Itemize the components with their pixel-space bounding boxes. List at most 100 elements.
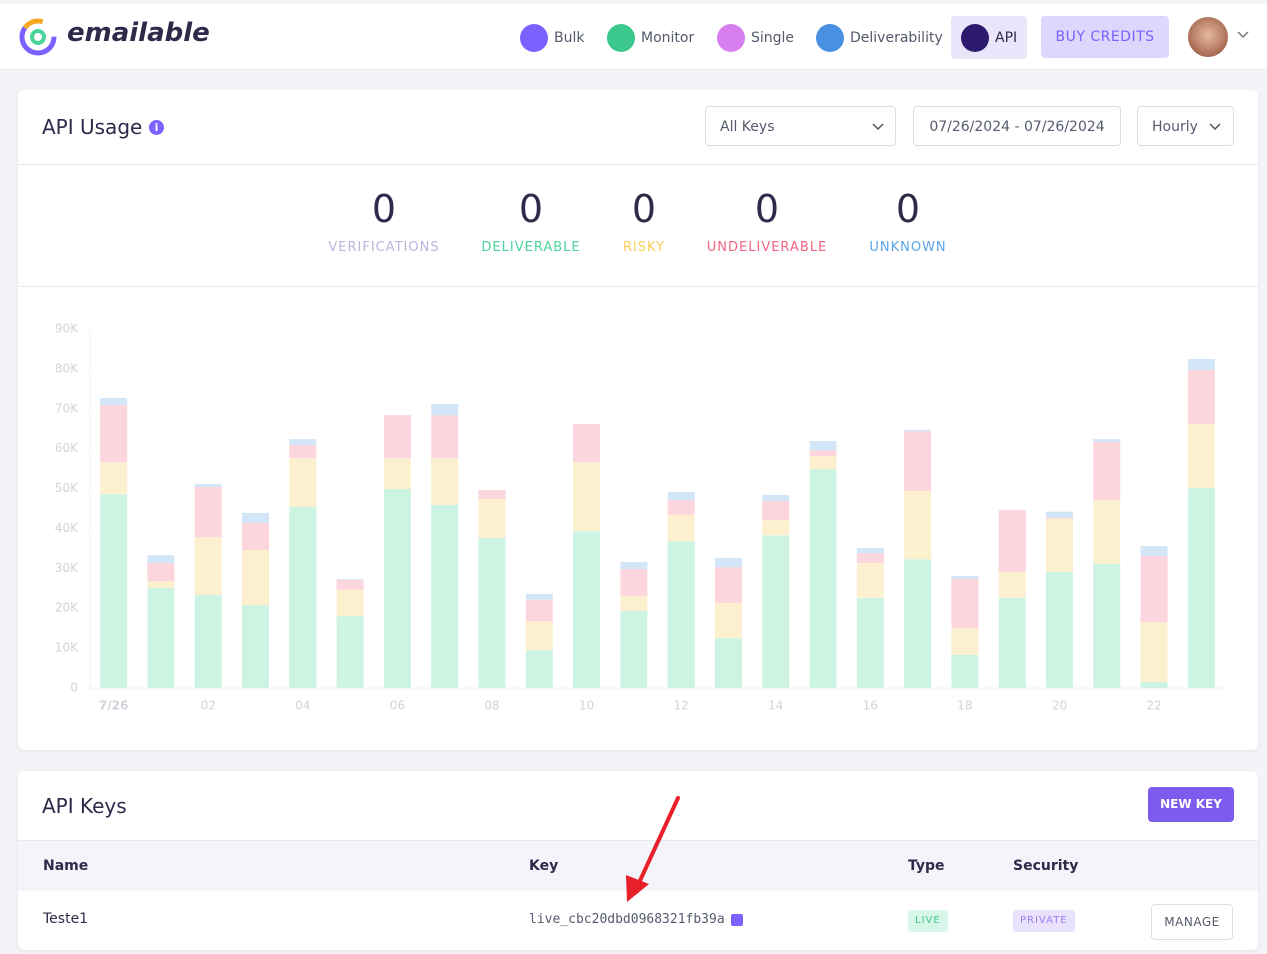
bar-segment xyxy=(336,589,364,617)
bar-segment xyxy=(1140,682,1168,688)
card-title: API Keys xyxy=(42,794,127,818)
x-tick-label: 12 xyxy=(674,699,689,713)
stat-value: 0 xyxy=(371,187,397,231)
bar-segment xyxy=(904,490,932,560)
bar-segment xyxy=(951,628,979,655)
select-label[interactable]: All Keys xyxy=(720,119,775,135)
bar-segment xyxy=(667,514,695,542)
bar-segment xyxy=(1093,439,1121,442)
x-tick-label: 02 xyxy=(201,699,216,713)
select-label[interactable]: Hourly xyxy=(1152,119,1198,135)
chart: 0 10K 20K 30K 40K 50K 60K 70K 80K 90K 7/26 02 04 06 08… xyxy=(55,322,1225,713)
bar-segment xyxy=(525,599,553,621)
bar-segment xyxy=(714,567,742,604)
bar-segment xyxy=(573,423,601,463)
nav-item[interactable]: Deliverability xyxy=(816,24,943,52)
bar-segment xyxy=(856,553,884,564)
bar-segment xyxy=(100,405,128,463)
bar-segment xyxy=(998,510,1026,572)
bar-segment xyxy=(383,458,411,489)
bar-segment xyxy=(431,458,459,505)
bar-segment xyxy=(667,500,695,515)
bar-segment xyxy=(1187,423,1215,489)
buy-credits[interactable]: BUY CREDITS xyxy=(1041,16,1169,58)
stat: 0 VERIFICATIONS xyxy=(294,186,474,255)
nav-label[interactable]: Deliverability xyxy=(850,30,943,46)
bar-segment xyxy=(1140,545,1168,556)
avatar[interactable] xyxy=(1188,17,1228,57)
bar-segment xyxy=(336,579,364,580)
bar-segment xyxy=(856,597,884,688)
bar-segment xyxy=(194,486,222,538)
nav-label[interactable]: API xyxy=(995,30,1018,46)
bar-segment xyxy=(525,620,553,651)
bar-segment xyxy=(1093,563,1121,688)
bar-segment xyxy=(383,415,411,459)
bar-segment xyxy=(951,654,979,688)
date-range[interactable]: 07/26/2024 - 07/26/2024 xyxy=(913,106,1121,146)
bar-segment xyxy=(147,587,175,688)
bar-segment xyxy=(242,512,270,523)
stat-label: RISKY xyxy=(622,240,666,255)
select[interactable]: Hourly xyxy=(1137,106,1234,146)
stat-label: VERIFICATIONS xyxy=(328,240,440,255)
manage-button[interactable]: MANAGE xyxy=(1151,904,1233,940)
bar-segment xyxy=(242,605,270,688)
bar-segment xyxy=(147,555,175,564)
y-tick-label: 60K xyxy=(55,441,79,455)
bar-segment xyxy=(431,415,459,459)
nav-item[interactable]: Bulk xyxy=(520,24,584,52)
column-header: Name xyxy=(43,858,89,874)
bar-segment xyxy=(1093,500,1121,564)
bar-segment xyxy=(998,571,1026,598)
bar-segment xyxy=(809,450,837,457)
chevron xyxy=(872,123,884,131)
bar-segment xyxy=(1045,518,1073,572)
bar-segment xyxy=(620,569,648,596)
chevron[interactable] xyxy=(1236,30,1250,40)
stat: 0 RISKY xyxy=(554,186,734,255)
nav-item[interactable]: API xyxy=(961,24,1017,52)
bar-segment xyxy=(904,429,932,432)
y-tick-label: 80K xyxy=(55,361,79,375)
key-name: Teste1 xyxy=(43,911,89,927)
bar-segment xyxy=(289,439,317,446)
bar-segment xyxy=(478,498,506,539)
bar-segment xyxy=(289,445,317,459)
logo-icon xyxy=(19,18,57,56)
bar-segment xyxy=(1045,517,1073,519)
x-tick-label: 18 xyxy=(957,699,972,713)
stat: 0 UNKNOWN xyxy=(818,186,998,255)
bar-segment xyxy=(998,597,1026,688)
nav-label[interactable]: Single xyxy=(751,30,795,46)
logo-text: emailable xyxy=(67,18,210,48)
select[interactable]: All Keys xyxy=(705,106,896,146)
bar-segment xyxy=(431,403,459,416)
info-icon[interactable]: i xyxy=(149,120,164,135)
stat-label: UNKNOWN xyxy=(869,240,947,255)
x-tick-label: 7/26 xyxy=(99,699,128,713)
bar-segment xyxy=(289,458,317,507)
bar-segment xyxy=(147,581,175,588)
bar-segment xyxy=(762,520,790,536)
copy-icon[interactable] xyxy=(731,914,743,926)
nav-item[interactable]: Monitor xyxy=(607,24,694,52)
divider xyxy=(18,164,1258,165)
y-tick-label: 30K xyxy=(55,561,79,575)
bar-segment xyxy=(620,561,648,570)
bar-segment xyxy=(951,575,979,580)
bar-segment xyxy=(1187,370,1215,424)
bar-segment xyxy=(714,638,742,688)
bar-segment xyxy=(1187,358,1215,371)
nav-label[interactable]: Monitor xyxy=(641,30,695,46)
stat: 0 DELIVERABLE xyxy=(441,186,621,255)
bar-segment xyxy=(1140,622,1168,683)
date-label[interactable]: 07/26/2024 - 07/26/2024 xyxy=(929,119,1105,135)
bar-segment xyxy=(809,469,837,688)
nav-label[interactable]: Bulk xyxy=(554,30,585,46)
new-key-button[interactable]: NEW KEY xyxy=(1148,787,1234,822)
nav-item[interactable]: Single xyxy=(717,24,794,52)
bar-segment xyxy=(242,522,270,550)
bar-segment xyxy=(100,398,128,406)
